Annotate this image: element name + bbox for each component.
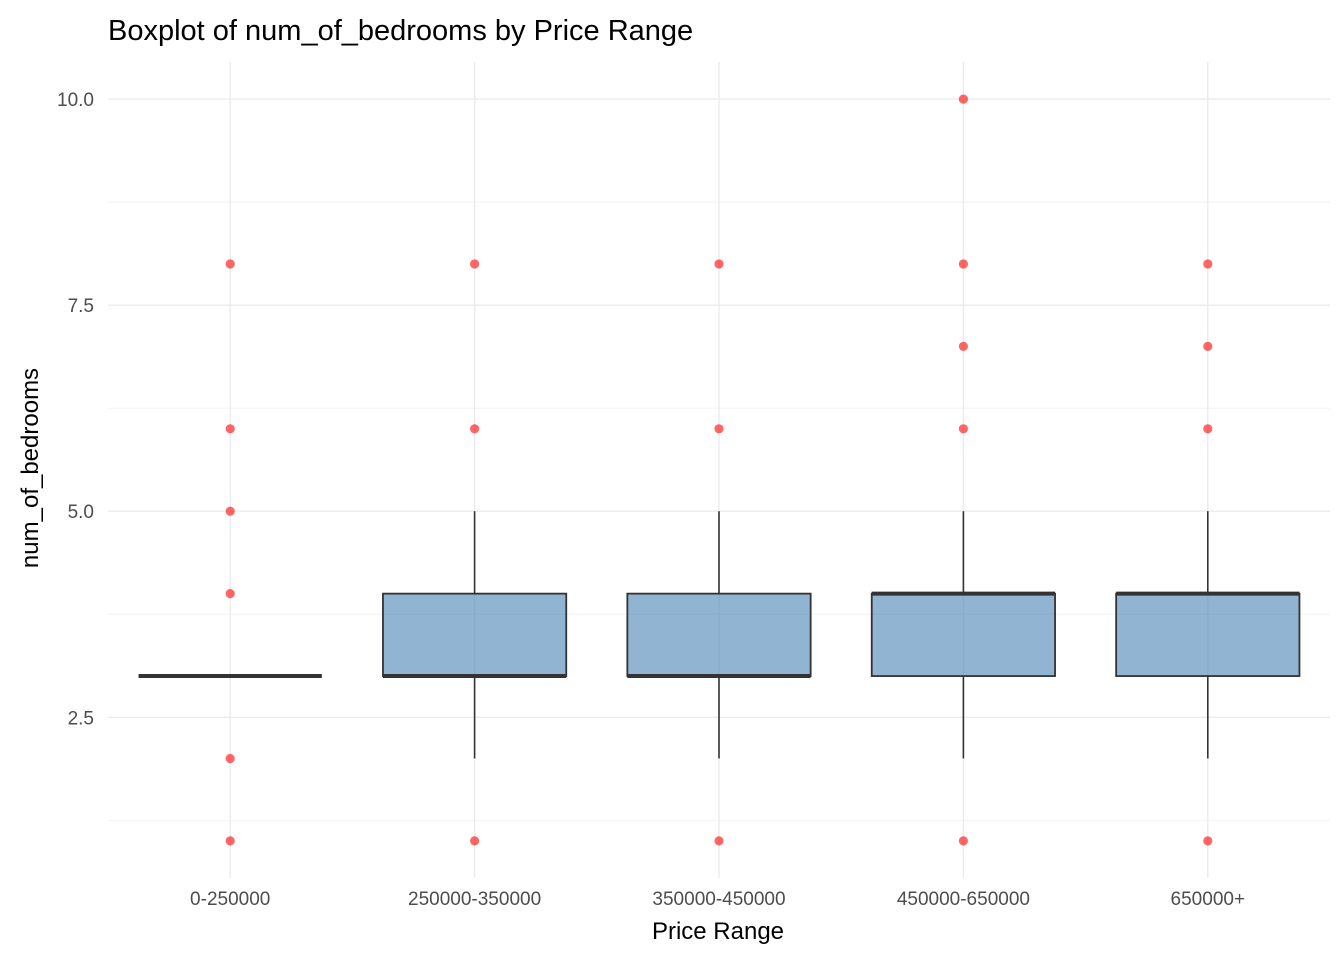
outlier-point xyxy=(1203,259,1213,269)
y-axis-title: num_of_bedrooms xyxy=(17,368,44,568)
x-tick-label: 350000-450000 xyxy=(652,889,785,910)
x-tick-labels: 0-250000 250000-350000 350000-450000 450000… xyxy=(190,889,1245,910)
outlier-point xyxy=(958,341,969,351)
iqr-box xyxy=(382,592,568,677)
outlier-point xyxy=(1203,836,1213,846)
outlier-point xyxy=(470,836,480,846)
outlier-point xyxy=(1203,341,1213,351)
iqr-box xyxy=(626,592,812,677)
outlier-point xyxy=(470,424,480,434)
box-group-4 xyxy=(870,511,1056,759)
outlier-point xyxy=(225,424,235,434)
iqr-box xyxy=(1115,592,1301,677)
y-tick-label: 7.5 xyxy=(68,296,94,317)
box-group-3 xyxy=(626,511,812,759)
box-group-2 xyxy=(382,511,568,759)
outlier-point xyxy=(714,836,724,846)
outlier-point xyxy=(714,424,724,434)
box-group-5 xyxy=(1115,511,1301,759)
y-tick-label: 5.0 xyxy=(68,502,94,523)
outlier-point xyxy=(225,506,235,516)
y-tick-label: 10.0 xyxy=(57,90,94,111)
y-tick-labels: 2.5 5.0 7.5 10.0 xyxy=(57,90,94,729)
outlier-point xyxy=(958,94,969,104)
iqr-box xyxy=(870,592,1056,677)
outlier-layer xyxy=(225,94,1213,846)
x-tick-label: 450000-650000 xyxy=(897,889,1030,910)
box-layer xyxy=(138,511,1301,759)
outlier-point xyxy=(225,589,235,599)
x-tick-label: 0-250000 xyxy=(190,889,270,910)
outlier-point xyxy=(225,259,235,269)
outlier-point xyxy=(225,836,235,846)
outlier-point xyxy=(470,259,480,269)
x-tick-label: 650000+ xyxy=(1171,889,1246,910)
outlier-point xyxy=(958,424,969,434)
y-tick-label: 2.5 xyxy=(68,708,94,729)
outlier-point xyxy=(225,753,235,764)
outlier-point xyxy=(1203,424,1213,434)
x-axis-title: Price Range xyxy=(652,918,784,945)
outlier-point xyxy=(958,259,969,269)
outlier-point xyxy=(958,836,969,846)
chart-title: Boxplot of num_of_bedrooms by Price Rang… xyxy=(108,15,693,47)
x-tick-label: 250000-350000 xyxy=(408,889,541,910)
outlier-point xyxy=(714,259,724,269)
